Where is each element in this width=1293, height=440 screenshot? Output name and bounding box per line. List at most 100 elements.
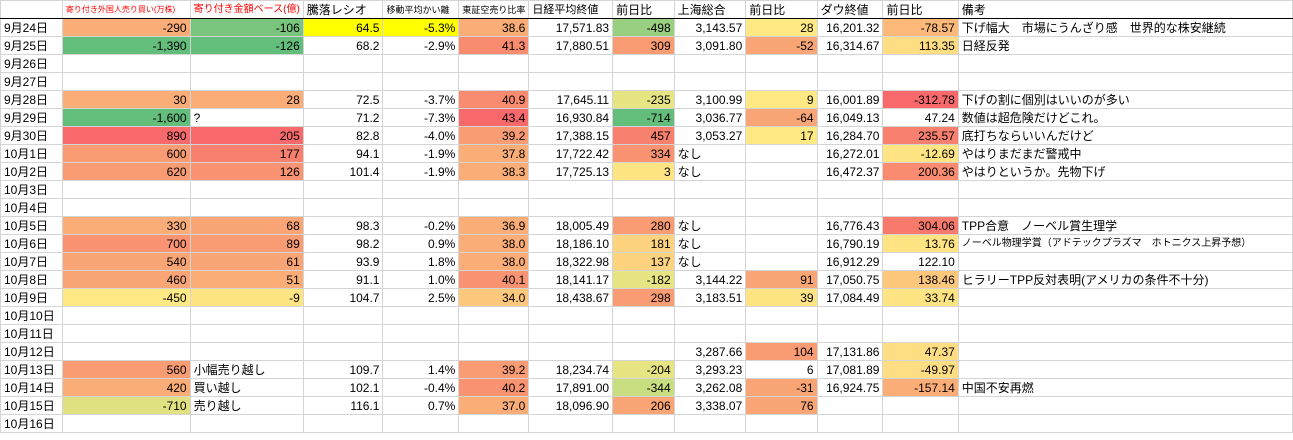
cell-ma_dev[interactable] (382, 306, 460, 325)
cell-dow[interactable] (816, 180, 884, 199)
cell-ma_dev[interactable]: 0.9% (382, 234, 460, 253)
cell-amount[interactable] (189, 306, 304, 325)
cell-shanghai[interactable]: なし (673, 144, 747, 163)
cell-amount[interactable]: 68 (189, 216, 304, 235)
cell-nikkei_chg[interactable] (612, 198, 675, 217)
cell-foreign[interactable]: 620 (61, 162, 191, 181)
cell-ratio[interactable] (302, 198, 384, 217)
cell-dow[interactable]: 16,790.19 (816, 234, 884, 253)
cell-short_ratio[interactable]: 43.4 (458, 108, 530, 127)
cell-remark[interactable]: TPP合意 ノーベル賞生理学 (957, 216, 1293, 235)
cell-ma_dev[interactable] (382, 72, 460, 91)
cell-dow_chg[interactable] (882, 324, 959, 343)
cell-ma_dev[interactable] (382, 342, 460, 361)
cell-dow[interactable]: 17,050.75 (816, 270, 884, 289)
cell-ma_dev[interactable]: -2.9% (382, 36, 460, 55)
cell-amount[interactable]: -9 (189, 288, 304, 307)
column-header[interactable]: 寄り付き金額ベース(億) (189, 0, 304, 19)
date-cell[interactable]: 9月26日 (0, 54, 63, 73)
cell-foreign[interactable]: -1,390 (61, 36, 191, 55)
cell-dow[interactable]: 17,084.49 (816, 288, 884, 307)
cell-ratio[interactable]: 98.3 (302, 216, 384, 235)
cell-short_ratio[interactable]: 36.9 (458, 216, 530, 235)
cell-dow_chg[interactable]: -78.57 (882, 18, 959, 37)
cell-ratio[interactable] (302, 414, 384, 433)
cell-remark[interactable] (957, 360, 1293, 379)
cell-remark[interactable] (957, 54, 1293, 73)
cell-nikkei[interactable]: 17,571.83 (528, 18, 614, 37)
cell-dow_chg[interactable]: -157.14 (882, 378, 959, 397)
cell-ma_dev[interactable]: -4.0% (382, 126, 460, 145)
date-cell[interactable]: 10月16日 (0, 414, 63, 433)
date-cell[interactable]: 10月7日 (0, 252, 63, 271)
cell-dow[interactable] (816, 396, 884, 415)
cell-ma_dev[interactable] (382, 54, 460, 73)
cell-short_ratio[interactable]: 39.2 (458, 360, 530, 379)
cell-amount[interactable]: 61 (189, 252, 304, 271)
cell-shanghai_chg[interactable] (745, 144, 818, 163)
cell-ratio[interactable]: 71.2 (302, 108, 384, 127)
cell-remark[interactable]: ノーベル物理学賞（アドテックプラズマ ホトニクス上昇予想） (957, 234, 1293, 253)
cell-nikkei[interactable]: 18,005.49 (528, 216, 614, 235)
cell-remark[interactable]: 日経反発 (957, 36, 1293, 55)
cell-shanghai[interactable] (673, 414, 747, 433)
cell-foreign[interactable]: 890 (61, 126, 191, 145)
cell-dow_chg[interactable]: 122.10 (882, 252, 959, 271)
cell-ratio[interactable]: 116.1 (302, 396, 384, 415)
cell-nikkei[interactable]: 17,891.00 (528, 378, 614, 397)
cell-dow_chg[interactable]: 13.76 (882, 234, 959, 253)
cell-nikkei_chg[interactable]: 334 (612, 144, 675, 163)
cell-remark[interactable]: 下げ幅大 市場にうんざり感 世界的な株安継続 (957, 18, 1293, 37)
cell-foreign[interactable]: -450 (61, 288, 191, 307)
cell-shanghai[interactable] (673, 324, 747, 343)
cell-shanghai_chg[interactable]: 6 (745, 360, 818, 379)
cell-shanghai_chg[interactable]: -64 (745, 108, 818, 127)
cell-dow[interactable] (816, 414, 884, 433)
cell-amount[interactable] (189, 324, 304, 343)
cell-shanghai_chg[interactable] (745, 234, 818, 253)
cell-dow_chg[interactable]: 33.74 (882, 288, 959, 307)
cell-remark[interactable] (957, 198, 1293, 217)
date-cell[interactable]: 10月10日 (0, 306, 63, 325)
cell-ma_dev[interactable]: -1.9% (382, 162, 460, 181)
cell-dow[interactable]: 16,924.75 (816, 378, 884, 397)
column-header[interactable]: 前日比 (882, 0, 959, 19)
cell-shanghai[interactable] (673, 306, 747, 325)
cell-shanghai[interactable]: 3,036.77 (673, 108, 747, 127)
cell-amount[interactable]: 買い越し (189, 378, 304, 397)
cell-nikkei_chg[interactable]: -182 (612, 270, 675, 289)
cell-shanghai[interactable] (673, 180, 747, 199)
cell-amount[interactable] (189, 198, 304, 217)
cell-remark[interactable]: やはりというか。先物下げ (957, 162, 1293, 181)
cell-dow[interactable] (816, 54, 884, 73)
cell-amount[interactable]: 126 (189, 162, 304, 181)
cell-nikkei_chg[interactable]: -714 (612, 108, 675, 127)
cell-foreign[interactable]: 560 (61, 360, 191, 379)
cell-dow[interactable] (816, 306, 884, 325)
cell-dow[interactable]: 16,201.32 (816, 18, 884, 37)
cell-shanghai_chg[interactable]: 91 (745, 270, 818, 289)
cell-short_ratio[interactable]: 38.6 (458, 18, 530, 37)
cell-short_ratio[interactable] (458, 324, 530, 343)
cell-dow_chg[interactable] (882, 180, 959, 199)
cell-dow[interactable] (816, 72, 884, 91)
cell-short_ratio[interactable] (458, 342, 530, 361)
cell-remark[interactable] (957, 288, 1293, 307)
cell-ratio[interactable]: 64.5 (302, 18, 384, 37)
cell-shanghai[interactable]: なし (673, 216, 747, 235)
cell-shanghai_chg[interactable] (745, 324, 818, 343)
cell-remark[interactable] (957, 72, 1293, 91)
cell-nikkei[interactable]: 17,722.42 (528, 144, 614, 163)
cell-foreign[interactable] (61, 54, 191, 73)
cell-shanghai_chg[interactable]: 104 (745, 342, 818, 361)
cell-remark[interactable] (957, 180, 1293, 199)
cell-short_ratio[interactable]: 39.2 (458, 126, 530, 145)
cell-shanghai_chg[interactable]: 28 (745, 18, 818, 37)
date-cell[interactable]: 9月25日 (0, 36, 63, 55)
cell-short_ratio[interactable]: 37.0 (458, 396, 530, 415)
cell-ratio[interactable] (302, 180, 384, 199)
date-cell[interactable]: 10月5日 (0, 216, 63, 235)
cell-ratio[interactable]: 98.2 (302, 234, 384, 253)
cell-ratio[interactable]: 91.1 (302, 270, 384, 289)
cell-remark[interactable]: やはりまだまだ警戒中 (957, 144, 1293, 163)
